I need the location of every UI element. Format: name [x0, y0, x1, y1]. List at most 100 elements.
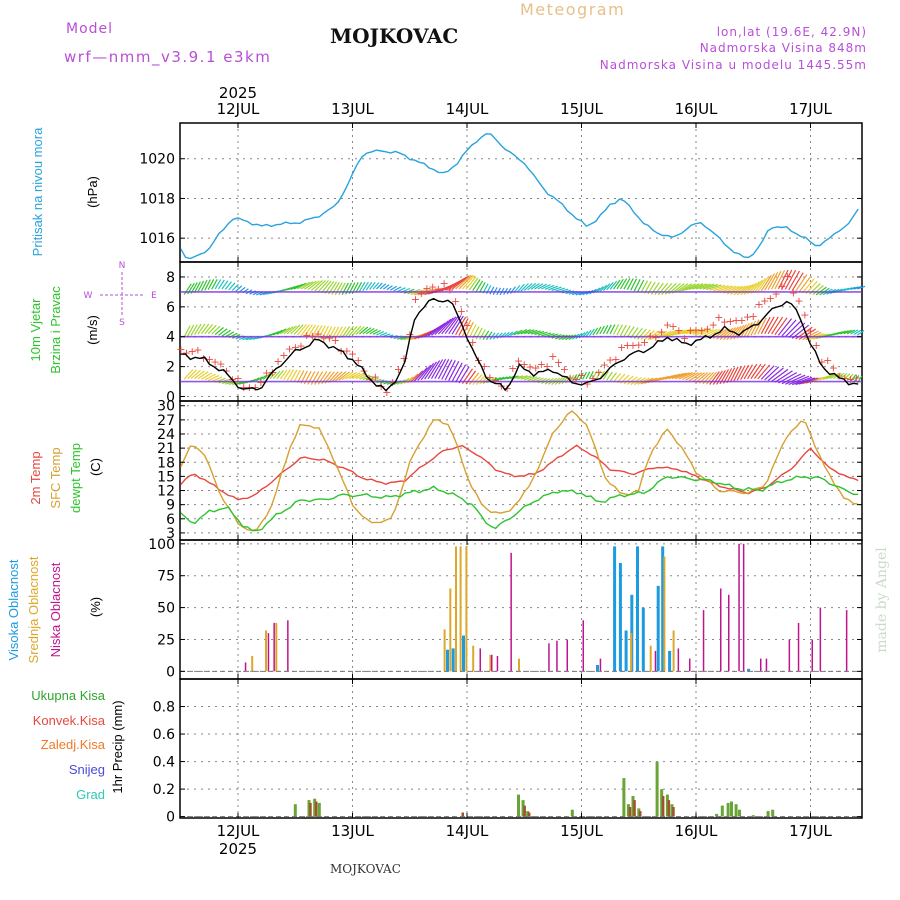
year-label-top: 2025 [219, 84, 257, 102]
wind-barb [795, 274, 808, 292]
wind-barb [647, 330, 660, 341]
compass-east: E [151, 291, 157, 301]
wind-barb [595, 326, 602, 335]
gust-marker: + [548, 350, 557, 363]
gust-marker: + [331, 334, 340, 347]
wind-barb [379, 332, 388, 337]
gust-marker: + [640, 336, 649, 349]
wind-barb [682, 328, 697, 335]
wind-barb [286, 369, 295, 381]
wind-barb [826, 373, 837, 380]
wind-barb [588, 371, 594, 379]
wind-barb [334, 282, 343, 296]
wind-barb [472, 279, 481, 292]
wind-barb [685, 372, 699, 381]
gust-marker: + [588, 372, 597, 385]
gust-marker: + [405, 328, 414, 341]
wind-barb [551, 286, 562, 292]
gust-marker: + [520, 358, 529, 371]
wind-barb [341, 282, 349, 295]
precip-title: 1hr Precip (mm) [110, 700, 125, 793]
compass-south: S [119, 318, 125, 328]
gust-marker: + [182, 347, 191, 360]
wind-barb [365, 327, 375, 335]
wind-barb [451, 315, 464, 335]
wind-barb [448, 276, 468, 291]
wind-barb [420, 362, 435, 381]
wind-barb [427, 322, 446, 337]
bar-srednja-oblacnost [472, 645, 475, 672]
wind-barb [448, 360, 460, 381]
wind-barb [750, 319, 760, 336]
bar-visoka-oblacnost [636, 546, 639, 672]
bar-konvek-kisa [523, 805, 526, 817]
bar-ukupna-kisa [734, 804, 738, 817]
wind-barb [187, 369, 198, 380]
wind-barb [644, 377, 658, 384]
wind-barb [307, 371, 316, 385]
pressure-title: Pritisak na nivou mora [30, 127, 45, 256]
temp-title-2: SFC Temp [48, 447, 63, 508]
wind-barb [760, 365, 775, 380]
gust-marker: + [743, 311, 752, 324]
value-label-temperature: 24 [157, 427, 175, 443]
wind-barb [197, 323, 206, 335]
value-label-temperature: 12 [157, 484, 175, 500]
bar-niska-oblacnost [677, 648, 680, 672]
wind-barb [280, 327, 291, 335]
wind-barb [434, 358, 447, 379]
wind-barb [781, 319, 797, 337]
wind-barb [760, 316, 771, 335]
day-label-bottom: 14JUL [446, 822, 489, 840]
gust-marker: + [600, 359, 609, 372]
wind-barb [822, 374, 834, 380]
wind-barb [214, 327, 224, 336]
wind-barb [688, 283, 704, 291]
wind-barb [812, 285, 824, 296]
wind-barb [798, 275, 812, 293]
gust-marker: + [279, 349, 288, 362]
bar-visoka-oblacnost [462, 635, 465, 672]
day-label-top: 13JUL [331, 100, 374, 118]
wind-barb [626, 376, 638, 385]
wind-barb [616, 278, 624, 290]
wind-barb [843, 329, 852, 335]
wind-barb [602, 283, 611, 292]
wind-barb [695, 283, 711, 290]
bar-konvek-kisa [309, 802, 312, 817]
wind-barb [293, 324, 304, 335]
wind-barb [348, 372, 361, 380]
wind-barb [290, 324, 301, 335]
bar-niska-oblacnost [654, 650, 657, 672]
credit-text: made by Angel [874, 547, 890, 653]
bar-niska-oblacnost [267, 633, 270, 672]
wind-barb [410, 370, 424, 383]
bar-ukupna-kisa [766, 811, 770, 817]
wind-barb [613, 324, 620, 335]
wind-barb [506, 331, 514, 337]
wind-barb [685, 283, 700, 291]
wind-barb [757, 364, 771, 380]
gust-marker: + [462, 319, 471, 332]
value-label-precip: 0.8 [153, 700, 175, 716]
bar-ukupna-kisa [622, 778, 626, 817]
wind-barb [571, 374, 578, 382]
bar-srednja-oblacnost [443, 629, 446, 672]
series-line-10m-vjetar [180, 297, 859, 392]
wind-barb [777, 269, 789, 290]
precip-legend-item: Zaledj.Kisa [41, 737, 106, 752]
gust-marker: + [285, 343, 294, 356]
bar-niska-oblacnost [548, 643, 550, 672]
gust-marker: + [577, 369, 586, 382]
wind-barb [496, 332, 503, 339]
day-label-top: 12JUL [217, 100, 260, 118]
gust-marker: + [348, 348, 357, 361]
wind-barb [857, 330, 865, 336]
bar-niska-oblacnost [702, 610, 705, 672]
gust-marker: + [565, 372, 574, 385]
wind-barb [623, 278, 631, 290]
value-label-precip: 0.2 [153, 782, 175, 798]
wind-barb [692, 283, 707, 290]
wind-barb [743, 322, 753, 338]
wind-barb [190, 369, 201, 380]
